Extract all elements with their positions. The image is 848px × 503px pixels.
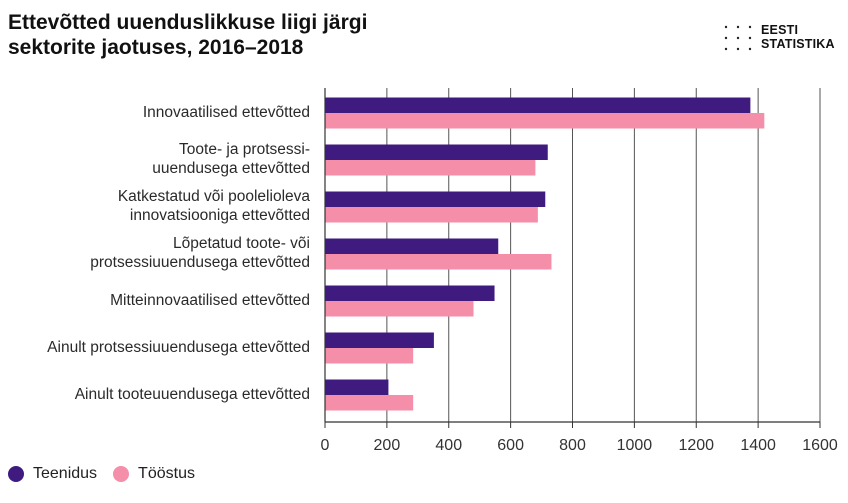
category-label-2-line-1: innovatsiooniga ettevõtted [129, 207, 310, 224]
category-label-3: Lõpetatud toote- või protsessiuuendusega … [90, 234, 310, 272]
legend-swatch-toostus [113, 466, 130, 482]
bar-toostus-6 [325, 395, 414, 411]
bar-toostus-1 [325, 160, 536, 176]
bar-teenidus-5 [325, 332, 434, 348]
bar-toostus-3 [325, 254, 552, 270]
bar-toostus-2 [325, 207, 538, 223]
bar-teenidus-4 [325, 285, 495, 301]
tick-label-1600: 1600 [802, 437, 838, 454]
legend-swatch-teenidus [8, 466, 24, 482]
logo-dots-icon [724, 25, 752, 51]
legend-item-teenidus: Teenidus [8, 465, 97, 483]
bar-toostus-4 [325, 301, 474, 317]
bar-teenidus-0 [325, 97, 751, 113]
tick-label-800: 800 [559, 437, 586, 454]
tick-label-200: 200 [374, 437, 401, 454]
category-label-6: Ainult tooteuuendusega ettevõtted [75, 385, 310, 404]
legend-label-teenidus: Teenidus [33, 465, 98, 482]
eesti-statistika-logo: EESTI STATISTIKA [724, 22, 844, 54]
tick-label-600: 600 [497, 437, 524, 454]
legend: Teenidus Tööstus [8, 462, 211, 486]
logo-line-1: EESTI [761, 23, 799, 37]
category-label-5-line-0: Ainult protsessiuuendusega ettevõtted [47, 338, 310, 356]
bar-toostus-0 [325, 113, 765, 129]
category-label-2: Katkestatud või poolelioleva innovatsioon… [118, 187, 310, 225]
category-label-0-line-0: Innovaatilised ettevõtted [142, 103, 310, 121]
tick-label-1000: 1000 [617, 437, 653, 454]
chart-title: Ettevõtted uuenduslikkuse liigi järgi se… [8, 10, 568, 60]
category-label-1-line-1: uuendusega ettevõtted [152, 160, 310, 177]
chart-title-line-2: sektorite jaotuses, 2016–2018 [8, 36, 304, 59]
legend-item-toostus: Tööstus [113, 465, 195, 483]
tick-label-1400: 1400 [740, 437, 776, 454]
logo-line-2: STATISTIKA [761, 37, 835, 51]
tick-label-0: 0 [321, 437, 330, 454]
category-label-5: Ainult protsessiuuendusega ettevõtted [47, 338, 310, 357]
chart-title-line-1: Ettevõtted uuenduslikkuse liigi järgi [8, 11, 368, 34]
bar-teenidus-6 [325, 379, 389, 395]
category-label-3-line-0: Lõpetatud toote- või [172, 235, 310, 252]
bar-teenidus-3 [325, 238, 499, 254]
category-label-1: Toote- ja protsessi-uuendusega ettevõtte… [152, 140, 310, 178]
category-label-4-line-0: Mitteinnovaatilised ettevõtted [110, 291, 310, 309]
bar-teenidus-2 [325, 191, 546, 207]
category-label-1-line-0: Toote- ja protsessi- [179, 141, 310, 158]
bar-teenidus-1 [325, 144, 548, 160]
category-label-0: Innovaatilised ettevõtted [143, 103, 310, 122]
legend-label-toostus: Tööstus [138, 465, 195, 482]
tick-label-1200: 1200 [678, 437, 714, 454]
category-label-2-line-0: Katkestatud või poolelioleva [117, 188, 310, 205]
category-label-3-line-1: protsessiuuendusega ettevõtted [90, 254, 310, 271]
category-label-4: Mitteinnovaatilised ettevõtted [110, 291, 310, 310]
logo-wordmark: EESTI STATISTIKA [761, 23, 835, 51]
category-label-6-line-0: Ainult tooteuuendusega ettevõtted [74, 385, 310, 403]
tick-label-400: 400 [435, 437, 462, 454]
bar-toostus-5 [325, 348, 414, 364]
